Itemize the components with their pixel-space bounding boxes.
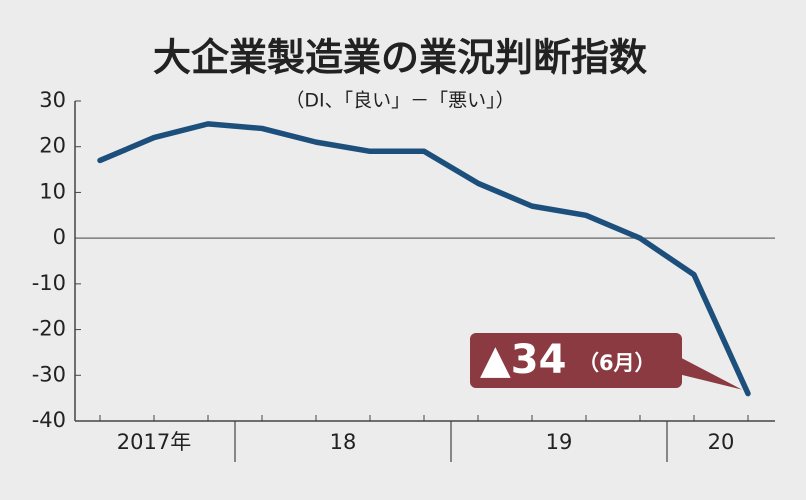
x-group-label: 18: [330, 430, 357, 454]
y-tick-label: 20: [39, 134, 66, 158]
annotation-pointer: [670, 352, 742, 390]
annotation-box: [470, 333, 682, 388]
data-line: [97, 121, 751, 397]
y-tick-label: 10: [39, 179, 66, 203]
y-tick-label: -30: [32, 362, 66, 386]
x-group-label: 2017年: [117, 430, 191, 454]
y-tick-label: -20: [32, 317, 66, 341]
annotation-note: （6月）: [578, 351, 656, 375]
chart-subtitle: （DI、「良い」－「悪い」）: [285, 90, 514, 112]
y-tick-label: -40: [32, 408, 66, 432]
x-group-label: 19: [546, 430, 573, 454]
y-tick-label: 30: [39, 88, 66, 112]
x-group-label: 20: [708, 430, 735, 454]
y-tick-label: -10: [32, 271, 66, 295]
chart-title: 大企業製造業の業況判断指数: [153, 36, 647, 80]
y-tick-label: 0: [53, 225, 66, 249]
annotation-text: ▲34: [480, 337, 566, 383]
